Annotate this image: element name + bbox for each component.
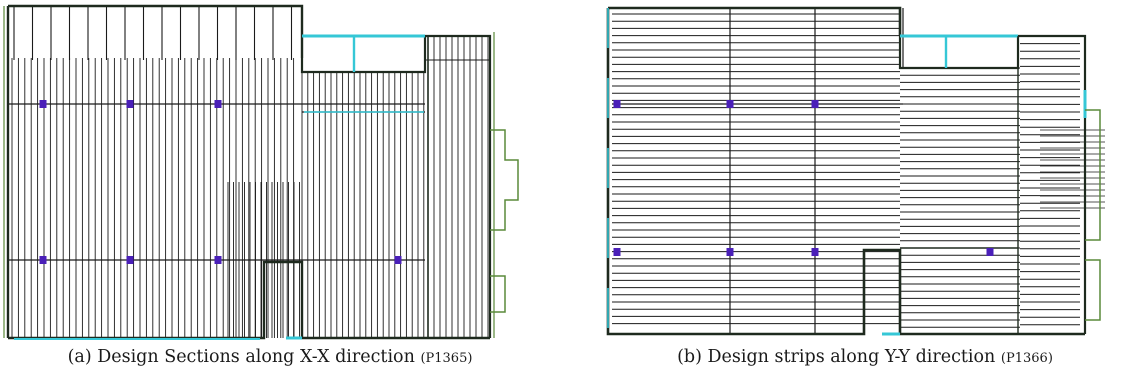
figure-b: (b) Design strips along Y-Y direction (P… — [600, 0, 1130, 383]
caption-a: (a) Design Sections along X-X direction … — [0, 347, 540, 367]
column-marker — [726, 100, 734, 108]
slab-edge — [608, 6, 902, 36]
column-markers-group — [613, 100, 994, 256]
section-lines-group — [8, 6, 490, 338]
column-marker — [126, 100, 134, 108]
design-sections-xx-plan — [3, 4, 519, 340]
column-marker — [986, 248, 994, 256]
column-marker — [39, 100, 47, 108]
green-edge — [490, 129, 519, 231]
slab-outline — [3, 4, 519, 340]
slab-edge — [8, 4, 304, 58]
caption-b-text: (b) Design strips along Y-Y direction — [677, 347, 996, 367]
caption-b: (b) Design strips along Y-Y direction (P… — [600, 347, 1130, 367]
column-marker — [726, 248, 734, 256]
figure-a: (a) Design Sections along X-X direction … — [0, 0, 540, 383]
slab-edge — [300, 34, 492, 338]
column-markers-group — [39, 100, 402, 264]
caption-b-ref: (P1366) — [1000, 351, 1053, 366]
column-marker — [394, 256, 402, 264]
column-marker — [613, 248, 621, 256]
column-marker — [811, 248, 819, 256]
design-strips-yy-plan — [606, 6, 1105, 336]
strip-lines-group — [612, 8, 1105, 334]
slab-outline — [606, 6, 1101, 336]
column-marker — [126, 256, 134, 264]
column-marker — [214, 256, 222, 264]
column-marker — [613, 100, 621, 108]
caption-a-ref: (P1365) — [420, 351, 473, 366]
column-marker — [214, 100, 222, 108]
green-edge — [1085, 109, 1101, 241]
caption-a-text: (a) Design Sections along X-X direction — [67, 347, 415, 367]
column-marker — [811, 100, 819, 108]
slab-edge — [898, 34, 1087, 334]
column-marker — [39, 256, 47, 264]
green-edge — [1085, 259, 1101, 321]
green-edge — [490, 275, 506, 313]
